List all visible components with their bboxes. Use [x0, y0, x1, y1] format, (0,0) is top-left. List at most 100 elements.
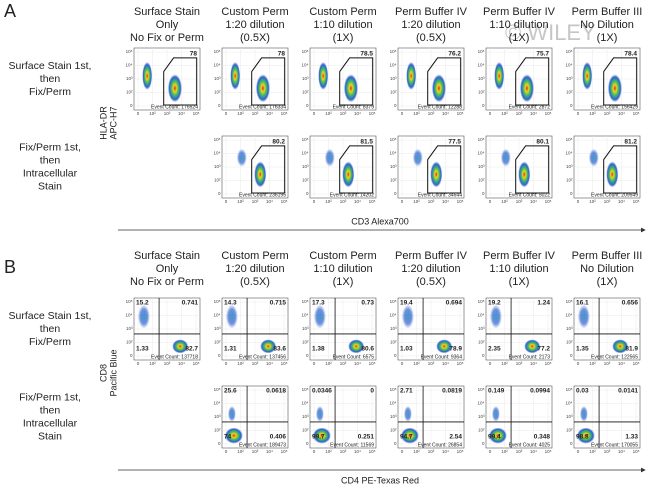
cell-population: [225, 304, 238, 329]
gate: [339, 57, 374, 106]
quadrant-value: 2.35: [488, 346, 501, 353]
x-tick-label: 10⁵: [193, 111, 200, 116]
cell-population: [436, 339, 453, 354]
x-tick-label: 10²: [413, 361, 420, 366]
event-count: Event Count: 34644: [418, 192, 462, 198]
x-tick-label: 10³: [428, 111, 435, 116]
quadrant-value: 1.03: [400, 346, 413, 353]
x-tick-label: 10⁵: [457, 361, 464, 366]
y-tick-label: 10⁴: [566, 63, 573, 68]
x-tick-label: 10⁴: [530, 449, 537, 454]
panel-label: A: [4, 1, 16, 21]
cell-population: [519, 74, 534, 103]
row-label: Surface Stain 1st,: [9, 310, 92, 322]
y-axis-label: HLA-DR: [98, 106, 108, 140]
x-tick-label: 10⁴: [442, 199, 449, 204]
row-label: then: [40, 154, 61, 166]
quadrant-value: 0.149: [488, 388, 505, 395]
x-tick-label: 10²: [237, 111, 244, 116]
y-tick-label: 10⁵: [566, 387, 573, 392]
x-tick-label: 10²: [501, 111, 508, 116]
quadrant-value: 0.0618: [266, 388, 286, 395]
x-tick-label: 10⁴: [354, 111, 361, 116]
y-tick-label: 10³: [302, 414, 309, 419]
event-count: Event Count: 2872: [509, 104, 551, 110]
cell-population: [260, 339, 277, 354]
x-tick-label: 10³: [428, 199, 435, 204]
x-tick-label: 0: [577, 449, 580, 454]
y-axis-label: CD8: [98, 364, 108, 382]
y-tick-label: 10⁵: [214, 49, 221, 54]
event-count: Event Count: 122565: [591, 354, 638, 360]
y-tick-label: 0: [130, 103, 133, 108]
y-tick-label: 10⁵: [390, 49, 397, 54]
event-count: Event Count: 137456: [239, 354, 286, 360]
event-count: Event Count: 12288: [418, 104, 462, 110]
row-label: Fix/Perm 1st,: [19, 391, 81, 403]
x-tick-label: 10⁴: [266, 449, 273, 454]
x-tick-label: 10³: [428, 361, 435, 366]
cell-population: [489, 304, 502, 329]
cell-population: [491, 405, 500, 422]
column-header: Perm Buffer III: [572, 6, 643, 18]
column-header: 1:10 dilution: [313, 19, 372, 31]
y-tick-label: 0: [306, 103, 309, 108]
cell-population: [607, 74, 622, 103]
column-header: 1:20 dilution: [401, 19, 460, 31]
flow-plot: 00 10² 10² 10³ 10³ 10⁴ 10⁴ 10⁵ 10⁵ 76.2 Event Coun…: [390, 47, 465, 116]
row-label: Stain: [38, 180, 62, 192]
y-tick-label: 0: [570, 191, 573, 196]
gate: [339, 145, 374, 194]
quadrant-value: 0: [370, 388, 374, 395]
column-header: Perm Buffer III: [572, 250, 643, 262]
column-header: No Dilution: [580, 19, 634, 31]
x-tick-label: 10²: [413, 111, 420, 116]
y-tick-label: 10³: [126, 76, 133, 81]
y-tick-label: 0: [130, 353, 133, 358]
y-tick-label: 10²: [214, 178, 221, 183]
y-tick-label: 10³: [478, 76, 485, 81]
gate: [163, 57, 198, 106]
quadrant-value: 0.0141: [618, 388, 638, 395]
quadrant-value: 82.7: [185, 346, 198, 353]
x-tick-label: 10⁴: [266, 361, 273, 366]
quadrant-value: 80.6: [361, 346, 374, 353]
x-tick-label: 10³: [252, 449, 259, 454]
gate-value: 81.5: [360, 139, 373, 146]
column-header: No Dilution: [580, 263, 634, 275]
x-tick-label: 10³: [252, 111, 259, 116]
gate: [515, 57, 550, 106]
x-axis-label: CD4 PE-Texas Red: [341, 475, 419, 485]
y-tick-label: 0: [394, 441, 397, 446]
x-tick-label: 10⁴: [442, 361, 449, 366]
quadrant-value: 0.03: [576, 388, 589, 395]
x-tick-label: 10⁵: [369, 199, 376, 204]
row-label: then: [40, 404, 61, 416]
y-tick-label: 10²: [478, 428, 485, 433]
x-tick-label: 10²: [589, 361, 596, 366]
y-tick-label: 10⁵: [566, 137, 573, 142]
y-tick-label: 0: [306, 191, 309, 196]
y-tick-label: 10⁴: [214, 151, 221, 156]
y-axis-label: APC-H7: [108, 106, 118, 139]
column-header: Surface Stain: [134, 6, 200, 18]
event-count: Event Count: 4025: [509, 442, 551, 448]
event-count: Event Count: 170055: [591, 442, 638, 448]
column-header: (1X): [597, 32, 618, 44]
y-axis-label: Pacific Blue: [108, 349, 118, 396]
gate: [251, 145, 286, 194]
y-tick-label: 10²: [566, 178, 573, 183]
y-tick-label: 10²: [302, 340, 309, 345]
quadrant-value: 2.54: [449, 434, 462, 441]
y-tick-label: 0: [482, 191, 485, 196]
x-tick-label: 10²: [501, 199, 508, 204]
y-tick-label: 10²: [390, 428, 397, 433]
y-tick-label: 0: [394, 191, 397, 196]
column-header: Perm Buffer IV: [483, 250, 556, 262]
y-tick-label: 0: [218, 441, 221, 446]
cell-population: [430, 161, 443, 188]
column-header: Custom Perm: [221, 250, 288, 262]
event-count: Event Count: 236195: [239, 192, 286, 198]
